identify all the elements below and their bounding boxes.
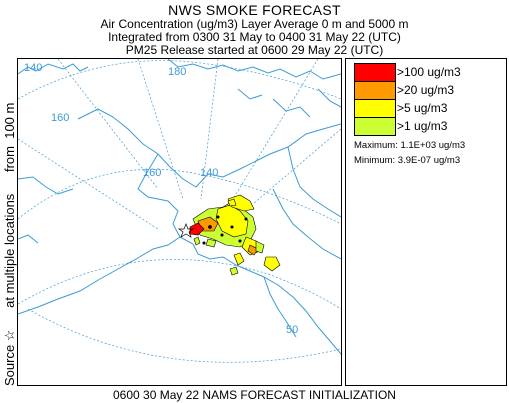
legend-label: >20 ug/m3: [397, 83, 455, 97]
smoke-map: 140 160 180 160 140 50: [18, 59, 341, 363]
graticule: [18, 59, 341, 363]
legend-swatch: [354, 99, 396, 118]
plume-gt5-north: [227, 194, 255, 212]
source-dot: [202, 241, 206, 245]
source-dot: [238, 239, 242, 243]
chart-title: NWS SMOKE FORECAST: [168, 2, 341, 18]
plume-island-8: [193, 236, 201, 246]
plume-island-1b: [247, 244, 259, 256]
source-dot: [230, 225, 234, 229]
legend-swatch: [354, 63, 396, 82]
source-star-icon: [177, 223, 195, 238]
legend-label: >1 ug/m3: [397, 119, 448, 133]
graticule-labels: 140 160 180 160 140 50: [24, 62, 298, 336]
legend-label: >100 ug/m3: [397, 65, 461, 79]
source-dot: [244, 217, 248, 221]
source-dot: [208, 225, 212, 229]
legend-swatch: [354, 81, 396, 100]
graticule-label-2: 180: [168, 66, 186, 78]
plume-island-3: [263, 256, 281, 272]
legend-item-gt20: >20 ug/m3: [354, 81, 504, 100]
subtitle-line-1: Air Concentration (ug/m3) Layer Average …: [100, 17, 409, 31]
legend-item-gt1: >1 ug/m3: [354, 117, 504, 136]
graticule-label-5: 50: [286, 324, 298, 336]
source-label-part3: from 100 m: [2, 102, 17, 173]
subtitle-line-2: Integrated from 0300 31 May to 0400 31 M…: [108, 30, 401, 44]
source-label-part2: at multiple locations: [2, 193, 17, 308]
legend-label: >5 ug/m3: [397, 101, 448, 115]
source-dot: [220, 233, 224, 237]
legend-item-gt100: >100 ug/m3: [354, 63, 504, 82]
plume-gt100: [189, 222, 205, 236]
subtitle-line-3: PM25 Release started at 0600 29 May 22 (…: [125, 43, 384, 57]
coastlines: [18, 59, 341, 355]
legend-panel: >100 ug/m3 >20 ug/m3 >5 ug/m3 >1 ug/m3 M…: [345, 58, 507, 386]
legend-swatch: [354, 117, 396, 136]
plume-island-4: [233, 252, 245, 266]
plume-island-6: [229, 266, 239, 276]
graticule-label-0: 140: [24, 62, 42, 74]
graticule-label-1: 160: [51, 112, 69, 124]
plume-island-7: [205, 238, 217, 248]
legend-maximum: Maximum: 1.1E+03 ug/m3: [354, 140, 466, 151]
graticule-label-3: 160: [143, 167, 161, 179]
source-label-part1: Source ☆: [2, 329, 17, 386]
source-side-label: Source ☆ at multiple locations from 100 …: [2, 56, 18, 386]
smoke-plume: [189, 194, 281, 276]
legend-item-gt5: >5 ug/m3: [354, 99, 504, 118]
legend-minimum: Minimum: 3.9E-07 ug/m3: [354, 155, 461, 166]
source-markers: [177, 215, 248, 245]
map-panel: 140 160 180 160 140 50: [17, 58, 342, 386]
plume-island-5: [227, 198, 237, 207]
forecast-initialization-footer: 0600 30 May 22 NAMS FORECAST INITIALIZAT…: [113, 388, 396, 402]
graticule-label-4: 140: [200, 167, 218, 179]
plume-island-2: [255, 240, 265, 254]
source-dot: [216, 215, 220, 219]
